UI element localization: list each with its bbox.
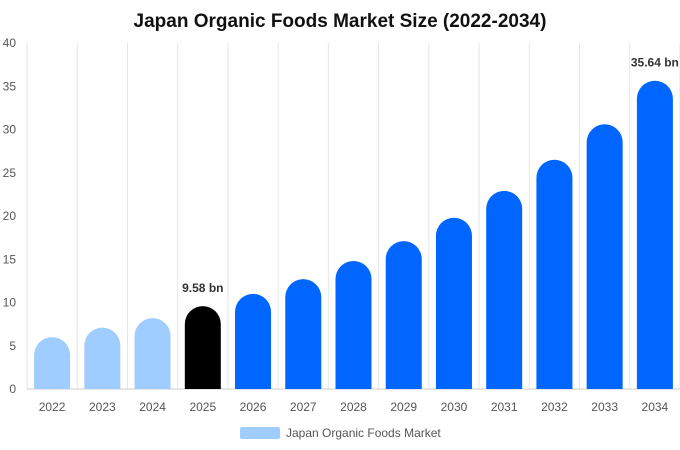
bars <box>34 80 673 390</box>
x-tick-label: 2032 <box>541 400 568 414</box>
x-tick-label: 2031 <box>491 400 518 414</box>
legend-label: Japan Organic Foods Market <box>286 426 441 440</box>
bar-2033[interactable] <box>586 124 623 390</box>
bar-2032[interactable] <box>536 159 573 389</box>
bar-2034[interactable] <box>636 80 673 390</box>
y-tick-label: 35 <box>3 79 17 93</box>
y-tick-label: 0 <box>9 382 16 396</box>
bar-2025[interactable] <box>184 306 221 389</box>
y-tick-label: 10 <box>3 296 17 310</box>
y-tick-label: 15 <box>3 252 17 266</box>
y-tick-label: 5 <box>9 339 16 353</box>
bar-2023[interactable] <box>84 327 121 389</box>
y-tick-label: 20 <box>3 209 17 223</box>
y-tick-label: 25 <box>3 166 17 180</box>
legend[interactable]: Japan Organic Foods Market <box>240 426 441 440</box>
x-tick-label: 2022 <box>39 400 66 414</box>
chart-title: Japan Organic Foods Market Size (2022-20… <box>134 11 547 32</box>
x-tick-label: 2023 <box>89 400 116 414</box>
bar-2027[interactable] <box>285 279 322 389</box>
x-tick-label: 2033 <box>591 400 618 414</box>
x-tick-label: 2030 <box>441 400 468 414</box>
x-tick-label: 2025 <box>189 400 216 414</box>
x-tick-label: 2034 <box>642 400 669 414</box>
x-tick-label: 2026 <box>240 400 267 414</box>
data-label: 35.64 bn <box>631 56 679 70</box>
bar-2028[interactable] <box>335 260 372 389</box>
x-tick-label: 2027 <box>290 400 317 414</box>
x-tick-label: 2028 <box>340 400 367 414</box>
data-label: 9.58 bn <box>182 281 223 295</box>
y-tick-label: 30 <box>3 123 17 137</box>
bar-2026[interactable] <box>235 293 272 389</box>
legend-swatch <box>240 427 280 439</box>
x-tick-label: 2029 <box>390 400 417 414</box>
grid-lines <box>26 43 680 389</box>
bar-2030[interactable] <box>435 217 472 389</box>
y-tick-label: 40 <box>3 36 17 50</box>
bar-2031[interactable] <box>486 190 523 389</box>
bar-2029[interactable] <box>385 241 422 389</box>
bar-2022[interactable] <box>34 337 71 389</box>
bar-2024[interactable] <box>134 318 171 389</box>
x-tick-label: 2024 <box>139 400 166 414</box>
data-labels: 9.58 bn 35.64 bn <box>182 56 679 295</box>
